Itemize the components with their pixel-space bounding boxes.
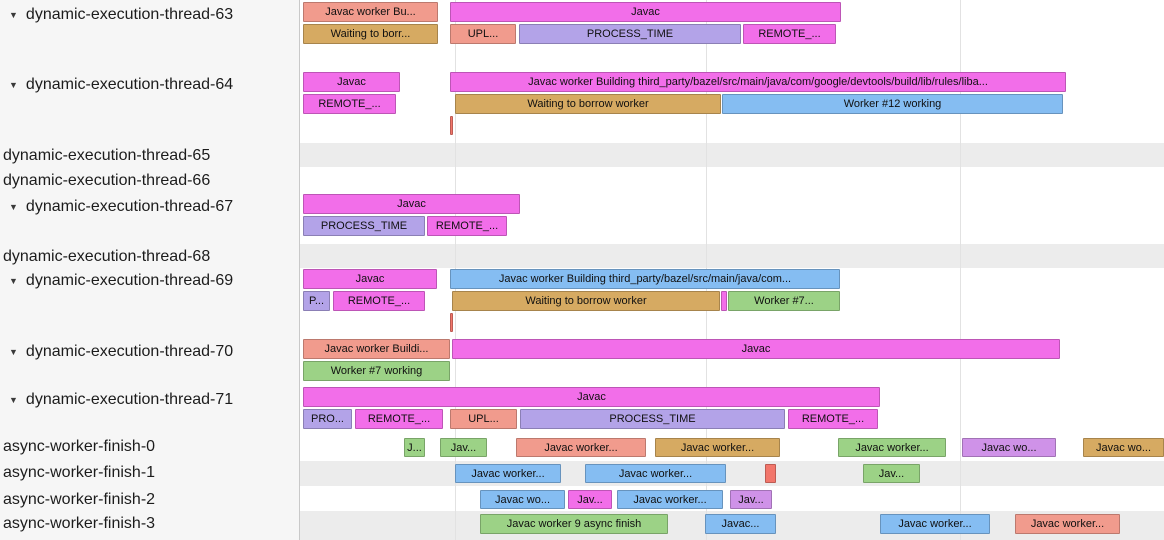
- timeline-slice[interactable]: Javac worker...: [585, 464, 726, 483]
- timeline-marker[interactable]: [450, 313, 453, 332]
- timeline-slice[interactable]: Jav...: [863, 464, 920, 483]
- timeline-slice[interactable]: Javac worker...: [617, 490, 723, 509]
- timeline-slice[interactable]: REMOTE_...: [303, 94, 396, 114]
- track-label-dynamic-execution-thread-69[interactable]: ▼ dynamic-execution-thread-69: [0, 270, 298, 292]
- timeline-slice[interactable]: PRO...: [303, 409, 352, 429]
- timeline-marker[interactable]: [765, 464, 776, 483]
- timeline-gridline: [960, 0, 961, 540]
- timeline-slice[interactable]: Waiting to borrow worker: [452, 291, 720, 311]
- timeline-slice[interactable]: Javac: [303, 269, 437, 289]
- track-label-dynamic-execution-thread-64[interactable]: ▼ dynamic-execution-thread-64: [0, 74, 298, 96]
- track-background-stripe: [300, 244, 1164, 268]
- timeline-marker[interactable]: [721, 291, 727, 311]
- track-name: dynamic-execution-thread-71: [25, 391, 234, 408]
- track-label-dynamic-execution-thread-67[interactable]: ▼ dynamic-execution-thread-67: [0, 196, 298, 218]
- track-label-async-worker-finish-0[interactable]: async-worker-finish-0: [0, 436, 298, 458]
- timeline-slice[interactable]: Jav...: [730, 490, 772, 509]
- track-name-sidebar: ▼ dynamic-execution-thread-63 ▼ dynamic-exe…: [0, 0, 300, 540]
- timeline-slice[interactable]: Javac: [450, 2, 841, 22]
- timeline-slice[interactable]: Javac worker 9 async finish: [480, 514, 668, 534]
- track-label-dynamic-execution-thread-71[interactable]: ▼ dynamic-execution-thread-71: [0, 389, 298, 411]
- timeline-slice[interactable]: Jav...: [568, 490, 612, 509]
- track-label-dynamic-execution-thread-68[interactable]: dynamic-execution-thread-68: [0, 246, 298, 268]
- timeline-slice[interactable]: REMOTE_...: [743, 24, 836, 44]
- timeline-slice[interactable]: Javac wo...: [480, 490, 565, 509]
- timeline-slice[interactable]: PROCESS_TIME: [520, 409, 785, 429]
- timeline-slice[interactable]: Worker #7 working: [303, 361, 450, 381]
- track-background-stripe: [300, 461, 1164, 486]
- track-name: dynamic-execution-thread-67: [25, 198, 234, 215]
- timeline-slice[interactable]: REMOTE_...: [355, 409, 443, 429]
- track-name: dynamic-execution-thread-65: [3, 147, 211, 164]
- timeline-slice[interactable]: REMOTE_...: [333, 291, 425, 311]
- track-name: async-worker-finish-0: [3, 438, 156, 455]
- timeline-slice[interactable]: J...: [404, 438, 425, 457]
- timeline-slice[interactable]: Javac worker...: [655, 438, 780, 457]
- timeline-slice[interactable]: Javac: [452, 339, 1060, 359]
- timeline-slice[interactable]: Worker #7...: [728, 291, 840, 311]
- track-label-async-worker-finish-2[interactable]: async-worker-finish-2: [0, 489, 298, 511]
- track-name: dynamic-execution-thread-70: [25, 343, 234, 360]
- timeline-slice[interactable]: UPL...: [450, 24, 516, 44]
- track-label-dynamic-execution-thread-70[interactable]: ▼ dynamic-execution-thread-70: [0, 341, 298, 363]
- timeline-slice[interactable]: Javac worker...: [516, 438, 646, 457]
- timeline-slice[interactable]: Javac worker...: [838, 438, 946, 457]
- expand-triangle-icon[interactable]: ▼: [9, 80, 18, 90]
- timeline-slice[interactable]: Worker #12 working: [722, 94, 1063, 114]
- timeline-slice[interactable]: Javac worker Bu...: [303, 2, 438, 22]
- timeline-slice[interactable]: Javac worker...: [1015, 514, 1120, 534]
- track-label-dynamic-execution-thread-65[interactable]: dynamic-execution-thread-65: [0, 145, 298, 167]
- timeline-slice[interactable]: P...: [303, 291, 330, 311]
- track-label-dynamic-execution-thread-66[interactable]: dynamic-execution-thread-66: [0, 170, 298, 192]
- timeline-slice[interactable]: Javac worker Building third_party/bazel/…: [450, 72, 1066, 92]
- timeline-slice[interactable]: Javac: [303, 194, 520, 214]
- timeline-slice[interactable]: Javac worker Buildi...: [303, 339, 450, 359]
- timeline-slice[interactable]: Jav...: [440, 438, 487, 457]
- timeline-marker[interactable]: [450, 116, 453, 135]
- track-name: dynamic-execution-thread-63: [25, 6, 234, 23]
- timeline-slice[interactable]: Javac worker...: [455, 464, 561, 483]
- timeline-slice[interactable]: REMOTE_...: [427, 216, 507, 236]
- track-name: dynamic-execution-thread-66: [3, 172, 211, 189]
- timeline-slice[interactable]: UPL...: [450, 409, 517, 429]
- expand-triangle-icon[interactable]: ▼: [9, 347, 18, 357]
- timeline-slice[interactable]: Waiting to borr...: [303, 24, 438, 44]
- track-label-dynamic-execution-thread-63[interactable]: ▼ dynamic-execution-thread-63: [0, 4, 298, 26]
- track-name: dynamic-execution-thread-69: [25, 272, 234, 289]
- track-label-async-worker-finish-3[interactable]: async-worker-finish-3: [0, 513, 298, 535]
- timeline-slice[interactable]: PROCESS_TIME: [303, 216, 425, 236]
- track-name: async-worker-finish-2: [3, 491, 156, 508]
- expand-triangle-icon[interactable]: ▼: [9, 395, 18, 405]
- timeline-slice[interactable]: Javac wo...: [962, 438, 1056, 457]
- timeline-slice[interactable]: PROCESS_TIME: [519, 24, 741, 44]
- timeline-slice[interactable]: Javac...: [705, 514, 776, 534]
- timeline-slice[interactable]: Javac: [303, 72, 400, 92]
- track-name: dynamic-execution-thread-64: [25, 76, 234, 93]
- timeline-slice[interactable]: REMOTE_...: [788, 409, 878, 429]
- timeline-slice[interactable]: Javac: [303, 387, 880, 407]
- timeline-slice[interactable]: Javac worker Building third_party/bazel/…: [450, 269, 840, 289]
- expand-triangle-icon[interactable]: ▼: [9, 202, 18, 212]
- track-name: async-worker-finish-3: [3, 515, 156, 532]
- expand-triangle-icon[interactable]: ▼: [9, 276, 18, 286]
- track-label-async-worker-finish-1[interactable]: async-worker-finish-1: [0, 462, 298, 484]
- timeline-slice[interactable]: Javac worker...: [880, 514, 990, 534]
- timeline-slice[interactable]: Javac wo...: [1083, 438, 1164, 457]
- timeline-slice[interactable]: Waiting to borrow worker: [455, 94, 721, 114]
- track-name: async-worker-finish-1: [3, 464, 156, 481]
- track-name: dynamic-execution-thread-68: [3, 248, 211, 265]
- expand-triangle-icon[interactable]: ▼: [9, 10, 18, 20]
- track-background-stripe: [300, 143, 1164, 167]
